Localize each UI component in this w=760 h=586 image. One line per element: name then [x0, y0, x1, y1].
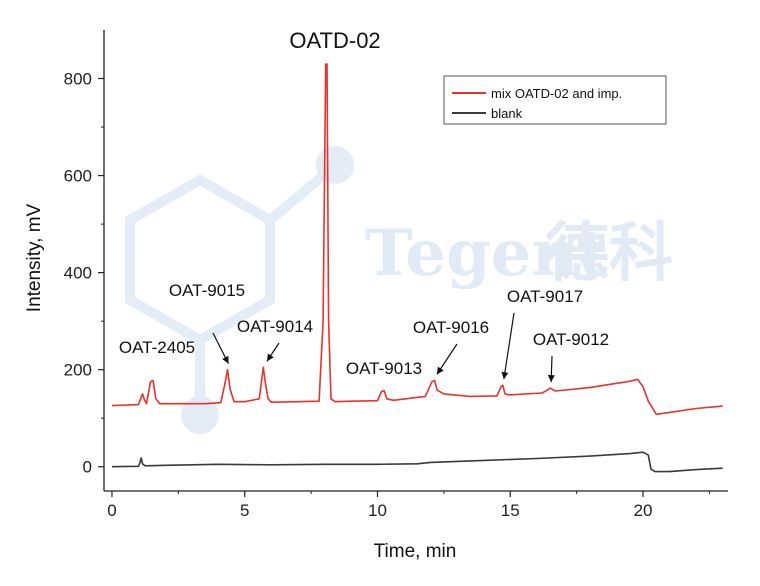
y-tick-label: 200: [64, 361, 92, 380]
peak-arrow-head: [222, 355, 229, 364]
watermark-text: Tegent: [365, 216, 608, 291]
x-tick-label: 20: [634, 501, 653, 520]
x-tick-label: 10: [368, 501, 387, 520]
series-line-mix: [111, 63, 723, 416]
peak-label: OATD-02: [289, 28, 380, 53]
peak-label: OAT-9015: [169, 281, 245, 300]
peak-arrow-head: [436, 366, 444, 375]
peak-label: OAT-9013: [346, 359, 422, 378]
x-tick-label: 5: [240, 501, 249, 520]
peak-arrow-line: [503, 312, 515, 380]
x-tick-label: 15: [501, 501, 520, 520]
y-tick-label: 400: [64, 264, 92, 283]
x-axis-title: Time, min: [374, 541, 457, 562]
y-axis: 0 200 400 600 800: [64, 30, 105, 491]
annotation-group: OATD-02 OAT-2405 OAT-9015 OAT-9014 OAT-9013 O…: [119, 28, 609, 383]
peak-arrow-head: [547, 375, 555, 383]
y-tick-label: 800: [64, 70, 92, 89]
peak-label: OAT-2405: [119, 338, 195, 357]
x-axis: 0 5 10 15 20: [104, 490, 728, 520]
series-group: [111, 63, 723, 473]
peak-label: OAT-9016: [413, 318, 489, 337]
legend-label-mix: mix OATD-02 and imp.: [491, 86, 622, 101]
peak-label: OAT-9017: [507, 287, 583, 306]
y-tick-label: 0: [83, 458, 92, 477]
x-tick-label: 0: [107, 501, 116, 520]
legend-box: [443, 75, 667, 125]
peak-label: OAT-9012: [533, 330, 609, 349]
peak-label: OAT-9014: [237, 317, 313, 336]
series-line-blank: [111, 451, 723, 473]
watermark-molecule-logo: [125, 146, 354, 434]
watermark-cn-text: 德科: [545, 216, 673, 291]
peak-arrow-head: [266, 353, 274, 362]
peak-arrow-head: [501, 371, 509, 380]
legend: mix OATD-02 and imp. blank: [443, 75, 667, 125]
watermark: Tegent 德科: [125, 146, 673, 434]
legend-label-blank: blank: [491, 106, 523, 121]
y-axis-title: Intensity, mV: [24, 203, 45, 312]
y-tick-label: 600: [64, 167, 92, 186]
